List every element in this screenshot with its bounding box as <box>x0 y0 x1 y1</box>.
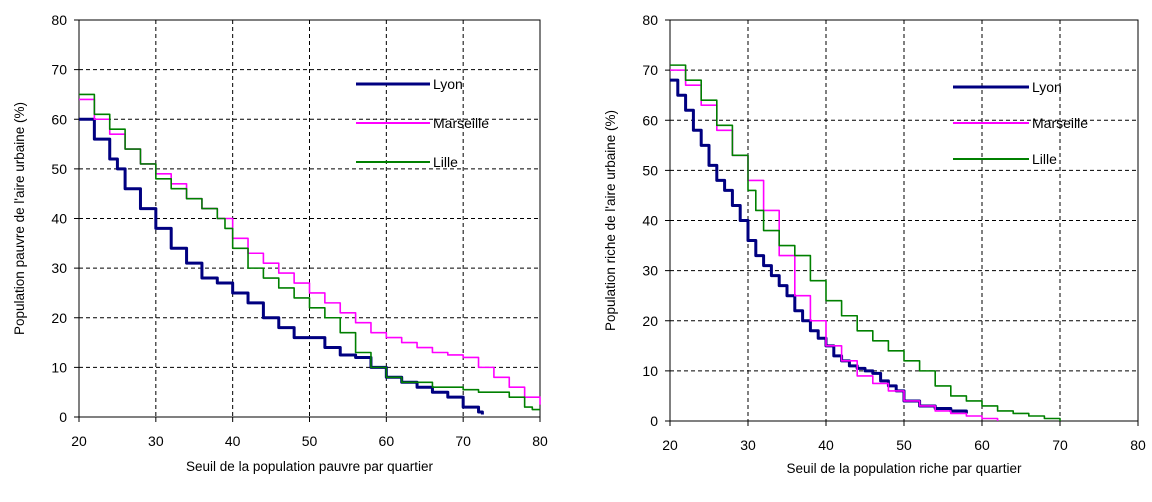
x-axis-label: Seuil de la population pauvre par quarti… <box>186 459 433 474</box>
y-tick-label: 10 <box>642 363 658 379</box>
y-tick-label: 80 <box>51 12 67 28</box>
x-tick-label: 70 <box>1052 437 1068 453</box>
legend-label-marseille: Marseille <box>433 115 489 131</box>
y-axis-label: Population riche de l'aire urbaine (%) <box>603 110 618 331</box>
x-tick-label: 30 <box>740 437 756 453</box>
series-line-lille <box>79 93 540 411</box>
y-tick-label: 20 <box>642 313 658 329</box>
x-tick-label: 30 <box>148 433 164 449</box>
y-tick-label: 80 <box>642 12 658 28</box>
x-axis-label: Seuil de la population riche par quartie… <box>787 461 1022 476</box>
series-line-lille <box>670 64 1061 421</box>
legend-label-lyon: Lyon <box>1032 79 1062 95</box>
y-tick-label: 0 <box>650 413 658 429</box>
legend-label-lille: Lille <box>1032 151 1057 167</box>
x-tick-label: 20 <box>662 437 678 453</box>
x-tick-label: 50 <box>896 437 912 453</box>
y-tick-label: 60 <box>642 112 658 128</box>
y-tick-label: 10 <box>51 359 67 375</box>
y-tick-label: 40 <box>642 213 658 229</box>
y-tick-label: 60 <box>51 111 67 127</box>
y-tick-label: 70 <box>642 62 658 78</box>
y-tick-label: 50 <box>642 162 658 178</box>
y-tick-label: 30 <box>51 260 67 276</box>
series-line-lyon <box>79 117 484 415</box>
x-tick-label: 40 <box>225 433 241 449</box>
y-tick-label: 30 <box>642 263 658 279</box>
legend-label-lille: Lille <box>433 154 458 170</box>
series-line-lyon <box>670 78 968 414</box>
y-axis-label: Population pauvre de l'aire urbaine (%) <box>12 102 27 335</box>
x-tick-label: 20 <box>71 433 87 449</box>
x-tick-label: 70 <box>455 433 471 449</box>
chart-rich-population: 0 10 20 30 40 50 60 70 80 20 30 40 50 60 70 80 Populatio… <box>603 12 1146 476</box>
y-tick-label: 70 <box>51 62 67 78</box>
x-tick-label: 40 <box>818 437 834 453</box>
x-tick-label: 60 <box>974 437 990 453</box>
y-tick-label: 50 <box>51 161 67 177</box>
y-tick-label: 40 <box>51 211 67 227</box>
chart-poor-population: 0 10 20 30 40 50 60 70 80 20 30 40 50 60 70 80 Populatio… <box>12 12 548 474</box>
legend-label-marseille: Marseille <box>1032 115 1088 131</box>
y-tick-label: 0 <box>59 409 67 425</box>
x-tick-label: 80 <box>532 433 548 449</box>
legend-label-lyon: Lyon <box>433 76 463 92</box>
x-tick-label: 80 <box>1130 437 1146 453</box>
y-tick-label: 20 <box>51 310 67 326</box>
x-tick-label: 50 <box>302 433 318 449</box>
x-tick-label: 60 <box>379 433 395 449</box>
